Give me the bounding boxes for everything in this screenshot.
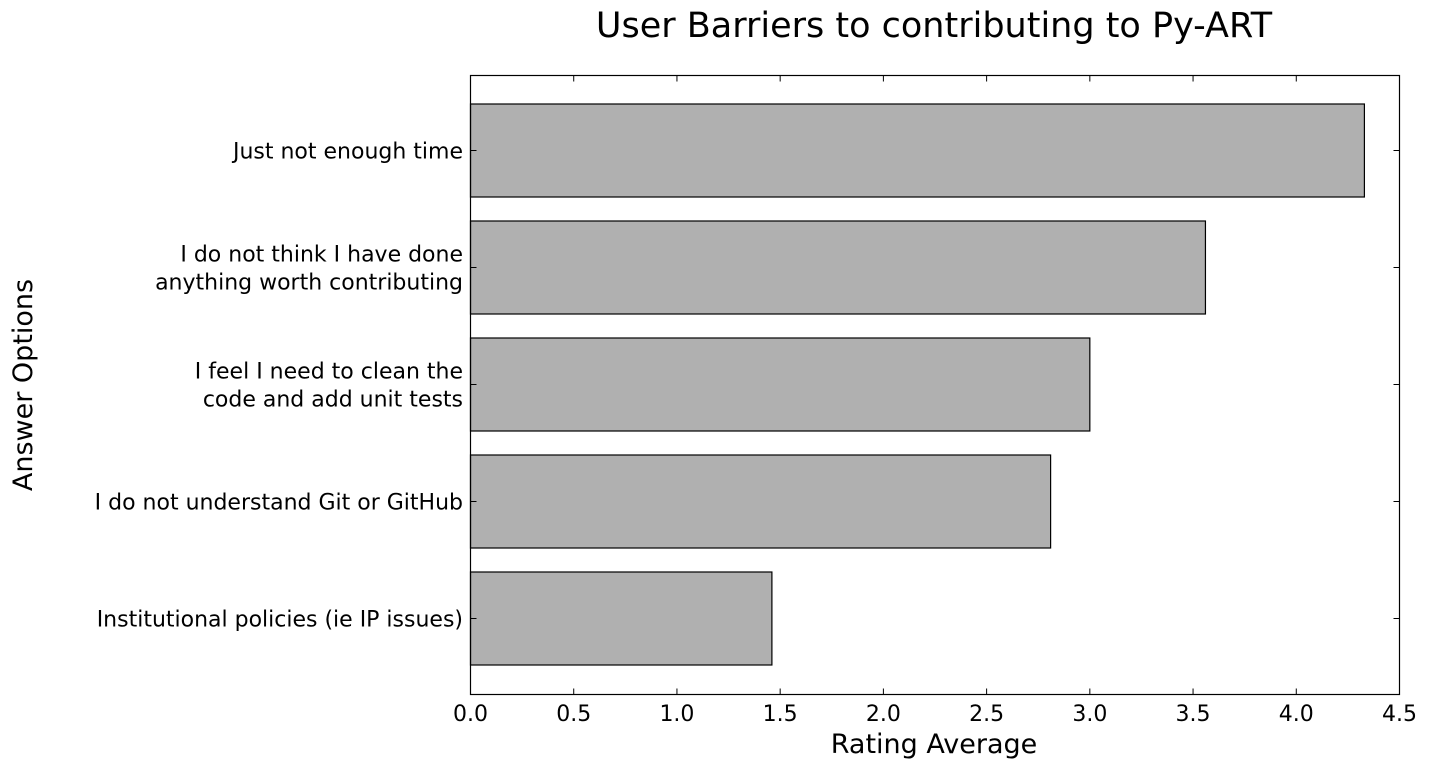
x-tick-label-6: 3.0 bbox=[1072, 702, 1107, 727]
x-tick-label-4: 2.0 bbox=[866, 702, 901, 727]
x-tick-label-5: 2.5 bbox=[969, 702, 1004, 727]
category-label-0: Just not enough time bbox=[231, 140, 463, 165]
bar-0 bbox=[469, 103, 1366, 198]
category-label-1: I do not think I have done anything worth… bbox=[155, 243, 463, 296]
x-tick-label-0: 0.0 bbox=[453, 702, 488, 727]
bar-4 bbox=[469, 571, 773, 666]
bar-2 bbox=[469, 337, 1091, 432]
chart-title: User Barriers to contributing to Py-ART bbox=[596, 6, 1273, 46]
category-label-3: I do not understand Git or GitHub bbox=[95, 491, 463, 516]
x-tick-label-2: 1.0 bbox=[659, 702, 694, 727]
plot-frame bbox=[469, 74, 1401, 696]
x-tick-label-9: 4.5 bbox=[1382, 702, 1417, 727]
category-label-4: Institutional policies (ie IP issues) bbox=[97, 608, 463, 633]
category-label-2: I feel I need to clean the code and add u… bbox=[195, 360, 463, 413]
x-tick-label-1: 0.5 bbox=[556, 702, 591, 727]
y-axis-label: Answer Options bbox=[8, 279, 39, 491]
plot-area: Just not enough time I do not think I hav… bbox=[95, 75, 1417, 727]
x-tick-label-8: 4.0 bbox=[1279, 702, 1314, 727]
x-tick-label-7: 3.5 bbox=[1176, 702, 1211, 727]
bar-1 bbox=[469, 220, 1207, 315]
bar-3 bbox=[469, 454, 1052, 549]
x-tick-label-3: 1.5 bbox=[763, 702, 798, 727]
x-axis-label: Rating Average bbox=[831, 729, 1038, 760]
